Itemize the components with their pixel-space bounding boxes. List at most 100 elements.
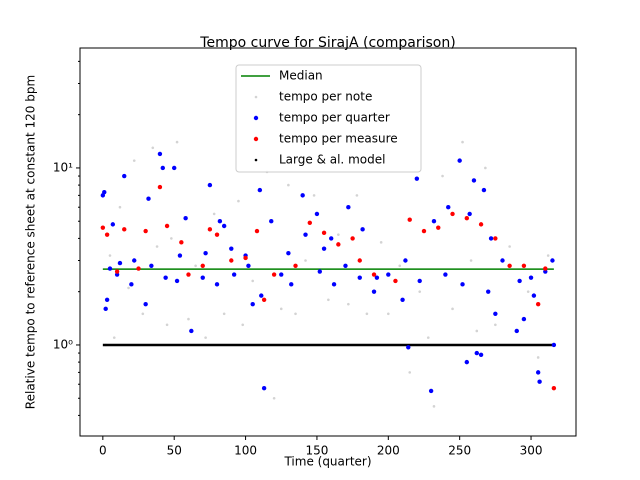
data-point: [112, 336, 116, 339]
data-point: [464, 216, 470, 221]
data-point: [418, 290, 422, 293]
data-point: [114, 269, 120, 274]
data-point: [526, 290, 530, 293]
legend: Median tempo per note tempo per quarter tem…: [235, 64, 422, 173]
data-point: [237, 199, 240, 203]
data-point: [528, 275, 534, 280]
data-point: [214, 232, 220, 237]
data-point: [261, 385, 267, 391]
data-point: [200, 263, 205, 269]
y-tick-label: 10¹: [53, 160, 73, 174]
data-point: [386, 272, 391, 277]
data-point: [212, 212, 216, 216]
data-point: [337, 233, 340, 236]
data-point: [360, 227, 365, 232]
data-point: [189, 328, 194, 334]
data-point: [103, 306, 108, 312]
axes-frame: [79, 47, 577, 437]
x-tick-label: 100: [234, 444, 257, 458]
x-tick-label: 0: [99, 444, 107, 458]
data-point: [486, 289, 491, 294]
x-axis-label: Time (quarter): [283, 455, 371, 469]
data-point: [450, 211, 455, 217]
data-point: [229, 258, 234, 263]
data-point: [371, 289, 377, 294]
data-point: [110, 222, 116, 227]
data-point: [327, 298, 330, 302]
data-point: [141, 312, 145, 316]
data-point: [451, 307, 454, 311]
data-point: [294, 312, 297, 316]
data-point: [100, 225, 106, 230]
data-point: [446, 205, 451, 210]
data-point: [484, 166, 487, 170]
data-point: [478, 222, 484, 227]
data-point: [347, 302, 350, 306]
data-point: [207, 182, 213, 188]
data-point: [279, 307, 283, 311]
data-point: [536, 356, 540, 359]
data-point: [531, 293, 537, 298]
data-point: [336, 242, 341, 247]
data-point: [132, 159, 136, 162]
data-point: [428, 388, 434, 394]
data-point: [343, 263, 348, 269]
data-point: [132, 258, 137, 263]
data-point: [493, 236, 498, 241]
data-point: [187, 317, 190, 321]
chart-title: Tempo curve for SirajA (comparison): [199, 35, 455, 51]
data-point: [535, 370, 541, 375]
data-point: [304, 259, 307, 262]
data-point: [488, 236, 494, 241]
data-point: [350, 236, 355, 241]
data-point: [118, 205, 122, 209]
data-point: [289, 282, 294, 287]
data-point: [521, 263, 527, 269]
data-point: [441, 174, 444, 178]
data-point: [475, 329, 479, 333]
data-point: [175, 140, 179, 144]
data-point: [114, 272, 120, 277]
data-point: [494, 323, 497, 327]
data-point: [303, 232, 308, 237]
legend-box: [235, 64, 422, 173]
data-point: [517, 278, 522, 284]
data-point: [271, 272, 277, 277]
data-point: [414, 176, 420, 181]
data-point: [400, 297, 405, 302]
data-point: [481, 187, 487, 193]
data-point: [365, 312, 369, 316]
x-tick-label: 200: [377, 444, 400, 458]
legend-label: tempo per measure: [279, 132, 398, 146]
data-point: [464, 359, 470, 365]
data-point: [254, 228, 260, 234]
data-point: [474, 350, 479, 356]
data-point: [321, 246, 327, 251]
data-point: [535, 301, 541, 307]
data-point: [221, 223, 227, 229]
data-point: [478, 352, 484, 357]
data-point: [151, 146, 155, 150]
data-point: [250, 301, 255, 307]
data-point: [107, 266, 113, 271]
data-point: [417, 278, 422, 284]
data-point: [393, 278, 398, 284]
data-point: [550, 258, 555, 263]
legend-swatch: [254, 158, 258, 162]
data-point: [122, 227, 127, 232]
data-point: [357, 275, 362, 280]
data-point: [102, 189, 107, 195]
data-point: [164, 223, 170, 229]
data-point: [406, 345, 411, 350]
data-point: [461, 140, 464, 144]
legend-label: tempo per note: [279, 90, 372, 104]
data-point: [543, 266, 548, 271]
data-point: [203, 250, 208, 256]
data-point: [457, 158, 462, 163]
data-point: [143, 228, 148, 234]
data-point: [261, 297, 267, 302]
data-point: [149, 263, 154, 269]
data-point: [246, 263, 251, 269]
